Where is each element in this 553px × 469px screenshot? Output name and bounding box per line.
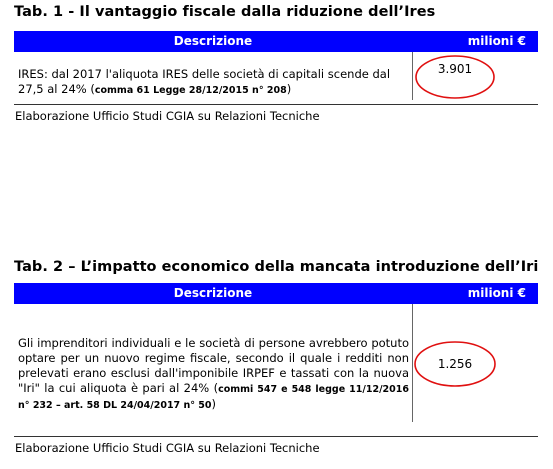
- table1-row-value: 3.901: [437, 62, 473, 76]
- table2-header-value: milioni €: [467, 286, 526, 300]
- table2-source-note: Elaborazione Ufficio Studi CGIA su Relaz…: [15, 441, 320, 455]
- table1-header: Descrizione milioni €: [14, 31, 538, 52]
- table1-row-reference: comma 61 Legge 28/12/2015 n° 208: [94, 85, 287, 96]
- table2-row-reference: commi 547 e 548 legge 11/12/2016 n° 232 …: [18, 384, 409, 411]
- table2-header-description: Descrizione: [173, 286, 253, 300]
- table1-source-note: Elaborazione Ufficio Studi CGIA su Relaz…: [15, 109, 320, 123]
- table2-row-value: 1.256: [437, 357, 473, 371]
- table1-title: Tab. 1 - Il vantaggio fiscale dalla ridu…: [14, 4, 436, 20]
- table2-column-divider: [412, 304, 413, 422]
- table2-title: Tab. 2 – L’impatto economico della manca…: [14, 259, 539, 275]
- table2-bottom-rule: [14, 436, 538, 437]
- table2-header: Descrizione milioni €: [14, 283, 538, 304]
- table1-bottom-rule: [14, 104, 538, 105]
- table1-highlight-circle: [415, 55, 495, 99]
- table1-header-value: milioni €: [467, 34, 526, 48]
- table2-highlight-circle: [414, 341, 496, 387]
- table1-row-description: IRES: dal 2017 l'aliquota IRES delle soc…: [18, 67, 391, 96]
- table1-column-divider: [412, 52, 413, 100]
- table2-row-description: Gli imprenditori individuali e le societ…: [18, 336, 409, 411]
- table1-header-description: Descrizione: [173, 34, 253, 48]
